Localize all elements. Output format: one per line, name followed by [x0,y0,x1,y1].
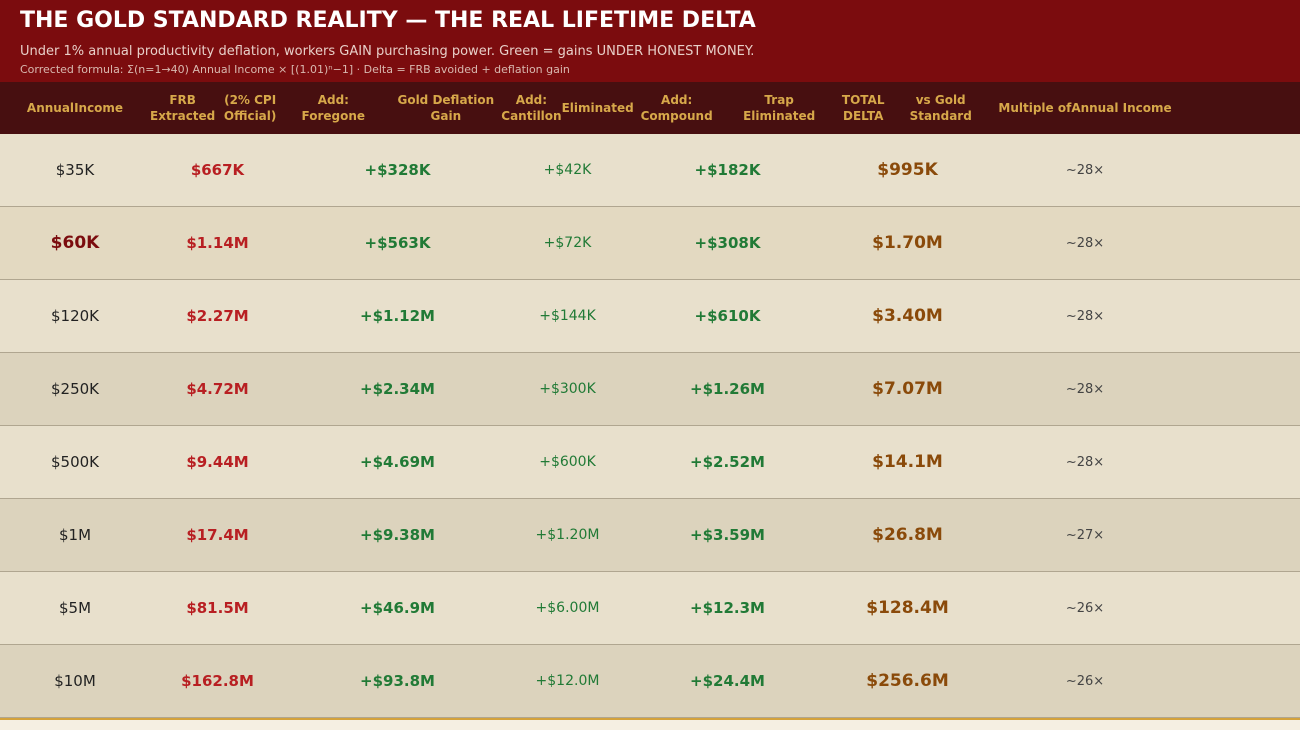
table-cell: ~26× [1065,600,1105,616]
table-cell: ~28× [1065,162,1105,178]
table-row: $35K $667K +$328K +$42K +$182K $995K ~28× [0,134,1300,207]
table-cell: $35K [55,161,95,179]
formula: Corrected formula: Σ(n=1→40) Annual Inco… [20,63,570,76]
table-cell: +$1.26M [690,380,765,398]
table-cell: $162.8M [181,672,254,690]
table-cell: +$1.20M [535,527,600,543]
table-cell: $1.14M [186,234,249,252]
table-body: $35K $667K +$328K +$42K +$182K $995K ~28× $60K $… [0,134,1300,718]
table-cell: ~28× [1065,308,1105,324]
column-header: Annual Income [26,101,124,115]
table-cell: +$2.34M [360,380,435,398]
table-cell: $17.4M [186,526,249,544]
column-header: Add: Compound Trap Eliminated [640,93,816,123]
table-cell: $995K [877,160,938,180]
table-cell: +$328K [364,161,431,179]
table-cell: +$1.12M [360,307,435,325]
page-title: THE GOLD STANDARD REALITY — THE REAL LIF… [20,8,756,33]
column-header: TOTAL DELTA vs Gold Standard [841,93,972,123]
column-header: Add: Foregone Gold Deflation Gain [301,93,495,123]
table-cell: +$24.4M [690,672,765,690]
table-cell: $128.4M [866,598,949,618]
table-row: $500K $9.44M +$4.69M +$600K +$2.52M $14.1M ~28… [0,426,1300,499]
table-row: $120K $2.27M +$1.12M +$144K +$610K $3.40M ~28× [0,280,1300,353]
table-cell: $81.5M [186,599,249,617]
table-cell: +$6.00M [535,600,600,616]
table-row: $1M $17.4M +$9.38M +$1.20M +$3.59M $26.8M ~27× [0,499,1300,572]
table-cell: $250K [50,380,99,398]
table-header: Annual Income FRB Extracted (2% CPI Officia… [0,82,1300,134]
table-cell: +$610K [694,307,761,325]
table-cell: +$46.9M [360,599,435,617]
table-cell: $26.8M [872,525,943,545]
table-cell: +$600K [539,454,596,470]
table-cell: +$300K [539,381,596,397]
table-cell: +$72K [543,235,592,251]
table-cell: +$4.69M [360,453,435,471]
table-cell: $4.72M [186,380,249,398]
table-cell: +$9.38M [360,526,435,544]
table-cell: ~28× [1065,454,1105,470]
column-header: Multiple of Annual Income [998,101,1172,115]
table-row: $60K $1.14M +$563K +$72K +$308K $1.70M ~28× [0,207,1300,280]
table-cell: ~28× [1065,381,1105,397]
table-cell: +$3.59M [690,526,765,544]
table-cell: +$563K [364,234,431,252]
table-cell: ~28× [1065,235,1105,251]
table-cell: ~27× [1065,527,1105,543]
table-cell: $2.27M [186,307,249,325]
table-cell: +$12.3M [690,599,765,617]
table-row: $5M $81.5M +$46.9M +$6.00M +$12.3M $128.4M ~26… [0,572,1300,645]
header: THE GOLD STANDARD REALITY — THE REAL LIF… [0,0,1300,82]
table-cell: $500K [50,453,99,471]
table-cell: $120K [50,307,99,325]
table-cell: +$2.52M [690,453,765,471]
table-cell: $5M [58,599,92,617]
table-cell: +$182K [694,161,761,179]
table-cell: $14.1M [872,452,943,472]
table-cell: $10M [54,672,96,690]
table-cell: $1M [58,526,92,544]
table-row: $10M $162.8M +$93.8M +$12.0M +$24.4M $256.6M ~… [0,645,1300,718]
table-cell: $3.40M [872,306,943,326]
table-cell: $60K [50,233,100,253]
table-cell: +$308K [694,234,761,252]
table-cell: $9.44M [186,453,249,471]
column-header: FRB Extracted (2% CPI Official) [150,93,277,123]
footer-divider [0,718,1300,730]
table-cell: +$93.8M [360,672,435,690]
table-cell: $667K [190,161,245,179]
column-header: Add: Cantillon Eliminated [501,93,634,123]
table-cell: +$42K [543,162,592,178]
table-row: $250K $4.72M +$2.34M +$300K +$1.26M $7.07M ~28… [0,353,1300,426]
table-cell: $1.70M [872,233,943,253]
table-cell: $256.6M [866,671,949,691]
subtitle: Under 1% annual productivity deflation, … [20,44,755,59]
table-cell: ~26× [1065,673,1105,689]
table-cell: +$12.0M [535,673,600,689]
table-cell: $7.07M [872,379,943,399]
table-cell: +$144K [539,308,596,324]
